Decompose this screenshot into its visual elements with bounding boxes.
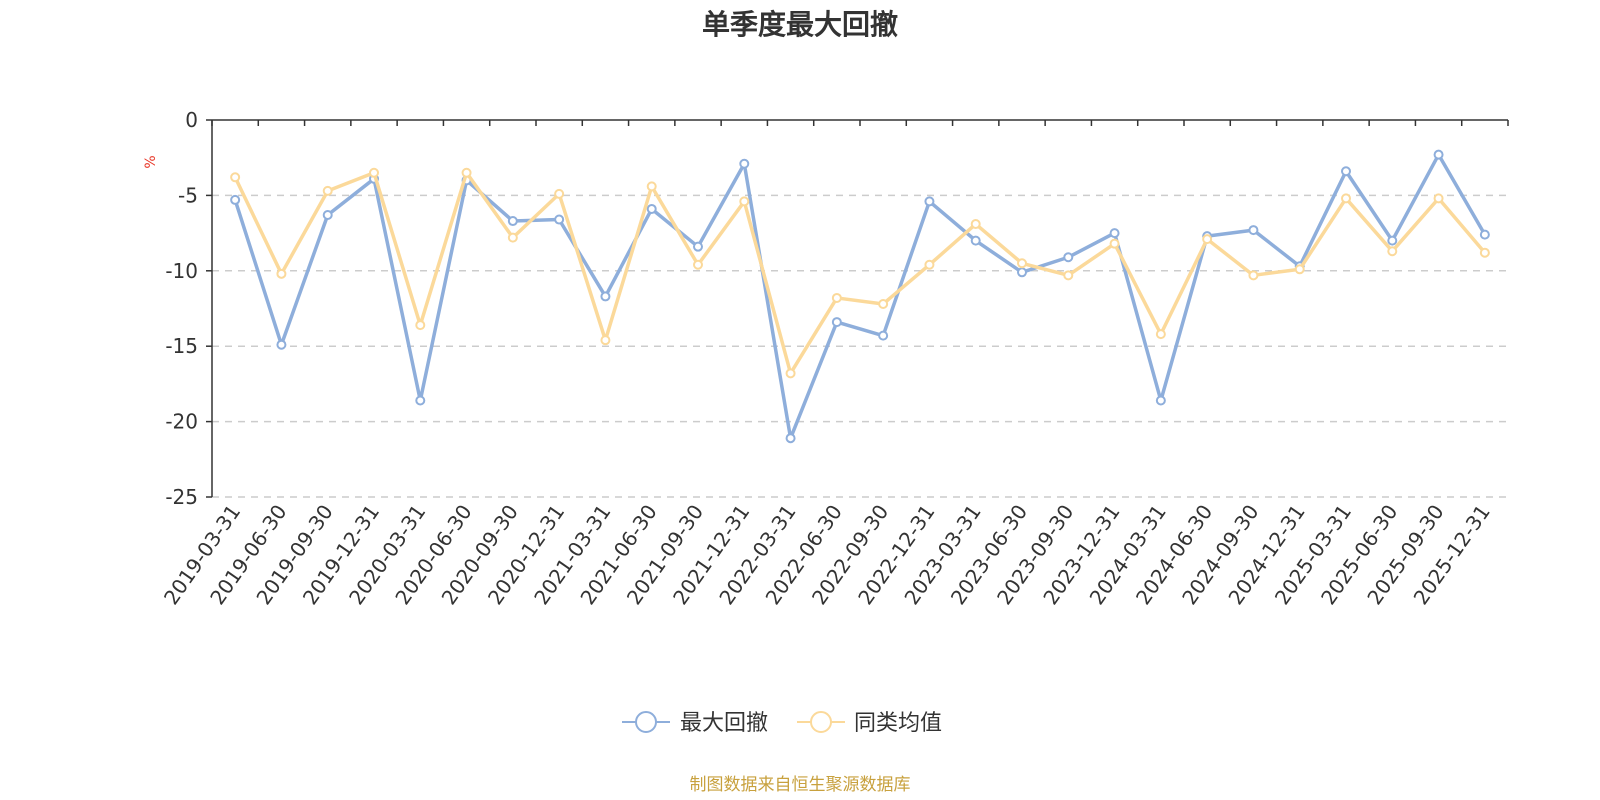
data-point[interactable] [831, 292, 842, 303]
y-tick-label: -10 [165, 259, 198, 283]
data-point[interactable] [1202, 234, 1213, 245]
legend: 最大回撤 同类均值 [622, 711, 942, 736]
data-point[interactable] [276, 339, 287, 350]
data-point[interactable] [646, 203, 657, 214]
source-note: 制图数据来自恒生聚源数据库 [690, 775, 911, 795]
data-point[interactable] [1155, 329, 1166, 340]
data-point[interactable] [970, 219, 981, 230]
data-point[interactable] [1109, 238, 1120, 249]
data-point[interactable] [646, 181, 657, 192]
series-layer [230, 149, 1490, 444]
legend-item-1[interactable]: 最大回撤 [622, 711, 768, 736]
data-point[interactable] [1387, 235, 1398, 246]
y-axis-unit-label: % [143, 155, 159, 168]
data-point[interactable] [1063, 270, 1074, 281]
series-2 [230, 167, 1490, 379]
y-tick-label: 0 [185, 108, 198, 132]
data-point[interactable] [1479, 247, 1490, 258]
data-point[interactable] [785, 368, 796, 379]
series-1 [230, 149, 1490, 444]
data-point[interactable] [878, 298, 889, 309]
data-point[interactable] [1479, 229, 1490, 240]
data-point[interactable] [878, 330, 889, 341]
data-point[interactable] [230, 194, 241, 205]
data-point[interactable] [1063, 252, 1074, 263]
data-point[interactable] [554, 214, 565, 225]
data-point[interactable] [415, 320, 426, 331]
legend-label: 同类均值 [854, 711, 942, 736]
legend-marker [635, 711, 657, 733]
data-point[interactable] [1248, 225, 1259, 236]
data-point[interactable] [785, 433, 796, 444]
data-point[interactable] [1109, 228, 1120, 239]
data-point[interactable] [1433, 149, 1444, 160]
data-point[interactable] [1294, 264, 1305, 275]
data-point[interactable] [507, 216, 518, 227]
data-point[interactable] [600, 335, 611, 346]
data-point[interactable] [924, 259, 935, 270]
data-point[interactable] [739, 158, 750, 169]
data-point[interactable] [415, 395, 426, 406]
legend-marker [810, 711, 832, 733]
data-point[interactable] [1155, 395, 1166, 406]
data-point[interactable] [554, 188, 565, 199]
legend-label: 最大回撤 [680, 711, 768, 736]
y-tick-label: -20 [165, 410, 198, 434]
data-point[interactable] [1387, 246, 1398, 257]
y-tick-label: -25 [165, 485, 198, 509]
data-point[interactable] [1341, 166, 1351, 177]
data-point[interactable] [322, 185, 333, 196]
data-point[interactable] [1341, 193, 1351, 204]
data-point[interactable] [1433, 193, 1444, 204]
data-point[interactable] [693, 259, 703, 270]
chart-title: 单季度最大回撤 [702, 8, 898, 41]
series-line [233, 152, 1487, 440]
legend-item-2[interactable]: 同类均值 [797, 711, 942, 736]
data-point[interactable] [322, 210, 333, 221]
data-point[interactable] [507, 232, 518, 243]
data-point[interactable] [693, 241, 703, 252]
data-point[interactable] [831, 317, 842, 328]
data-point[interactable] [1017, 258, 1027, 269]
series-line [233, 171, 1487, 376]
axes: 0-5-10-15-20-252019-03-312019-06-302019-… [159, 108, 1509, 609]
data-point[interactable] [1248, 270, 1259, 281]
y-tick-label: -15 [165, 334, 198, 358]
data-point[interactable] [461, 167, 472, 178]
data-point[interactable] [369, 167, 379, 178]
data-point[interactable] [1017, 267, 1027, 278]
data-point[interactable] [739, 196, 750, 207]
data-point[interactable] [276, 268, 287, 279]
y-tick-label: -5 [178, 183, 198, 207]
data-point[interactable] [600, 291, 611, 302]
data-point[interactable] [970, 235, 981, 246]
data-point[interactable] [924, 196, 935, 207]
data-point[interactable] [230, 172, 241, 183]
